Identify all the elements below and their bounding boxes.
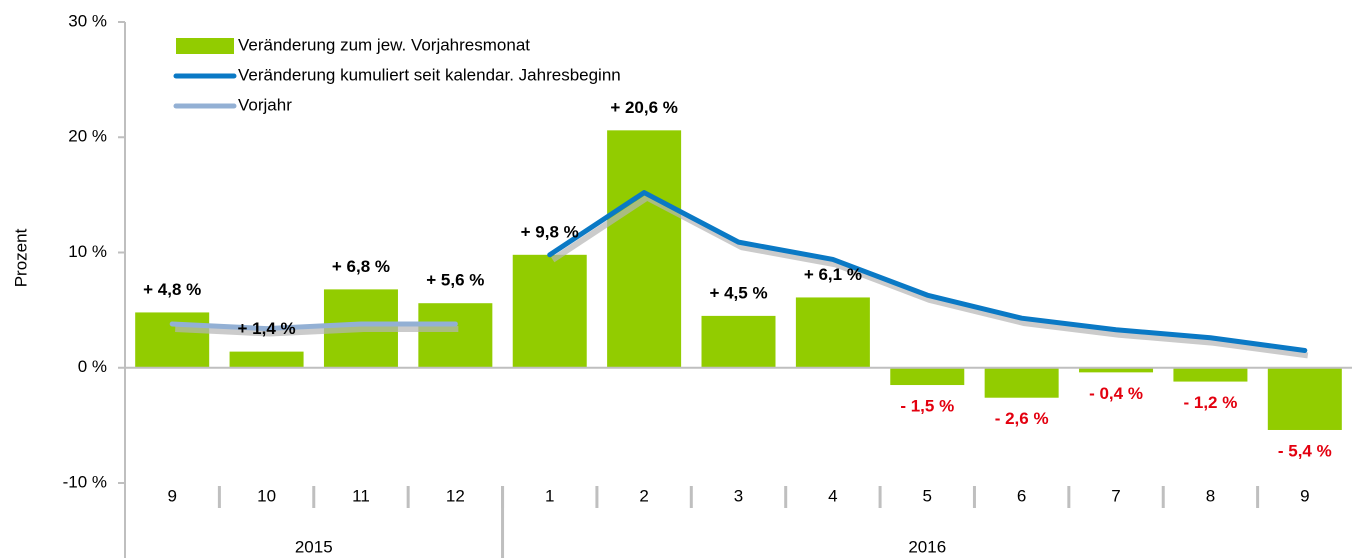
value-label: - 0,4 % (1089, 384, 1143, 403)
line (169, 321, 458, 332)
x-tick-label: 11 (352, 486, 370, 505)
bar (229, 351, 304, 368)
value-label: + 9,8 % (521, 222, 579, 241)
line (547, 190, 1308, 353)
y-tick-label: 0 % (78, 357, 107, 376)
value-label: + 1,4 % (238, 319, 296, 338)
bar (701, 315, 776, 368)
value-label: + 20,6 % (610, 98, 678, 117)
x-tick-label: 9 (1300, 486, 1309, 505)
legend-label: Veränderung kumuliert seit kalendar. Jah… (238, 65, 621, 84)
x-tick-label: 2 (639, 486, 648, 505)
bar (890, 367, 965, 386)
y-tick-label: 20 % (68, 127, 107, 146)
bar (795, 297, 870, 368)
x-tick-label: 4 (828, 486, 837, 505)
x-tick-label: 9 (167, 486, 176, 505)
x-tick-label: 7 (1111, 486, 1120, 505)
line-shadow (175, 325, 459, 337)
legend-label: Veränderung zum jew. Vorjahresmonat (238, 35, 530, 54)
x-tick-label: 10 (257, 486, 276, 505)
value-label: - 1,5 % (900, 397, 954, 416)
line-shadow (551, 194, 1309, 359)
y-tick-label: 30 % (68, 11, 107, 30)
x-tick-label: 6 (1017, 486, 1026, 505)
x-tick-label: 12 (446, 486, 465, 505)
bar (607, 130, 682, 368)
y-tick-label: -10 % (63, 472, 107, 491)
y-axis-label: Prozent (11, 228, 30, 287)
bar (1079, 367, 1154, 373)
bar (418, 303, 493, 368)
group-label: 2016 (908, 537, 946, 556)
value-label: - 5,4 % (1278, 441, 1332, 460)
bar (512, 254, 587, 368)
x-tick-label: 3 (734, 486, 743, 505)
legend-swatch (176, 38, 234, 54)
bar (1267, 367, 1342, 430)
bar (984, 367, 1059, 398)
value-label: + 4,5 % (709, 283, 767, 302)
value-label: + 6,8 % (332, 257, 390, 276)
x-tick-label: 5 (923, 486, 932, 505)
bar (135, 312, 210, 368)
value-label: + 6,1 % (804, 265, 862, 284)
group-label: 2015 (295, 537, 333, 556)
value-label: + 4,8 % (143, 280, 201, 299)
value-label: + 5,6 % (426, 271, 484, 290)
legend-label: Vorjahr (238, 95, 292, 114)
x-tick-label: 8 (1206, 486, 1215, 505)
value-label: - 2,6 % (995, 409, 1049, 428)
y-tick-label: 10 % (68, 242, 107, 261)
bar (1173, 367, 1248, 382)
value-label: - 1,2 % (1183, 393, 1237, 412)
x-tick-label: 1 (545, 486, 554, 505)
